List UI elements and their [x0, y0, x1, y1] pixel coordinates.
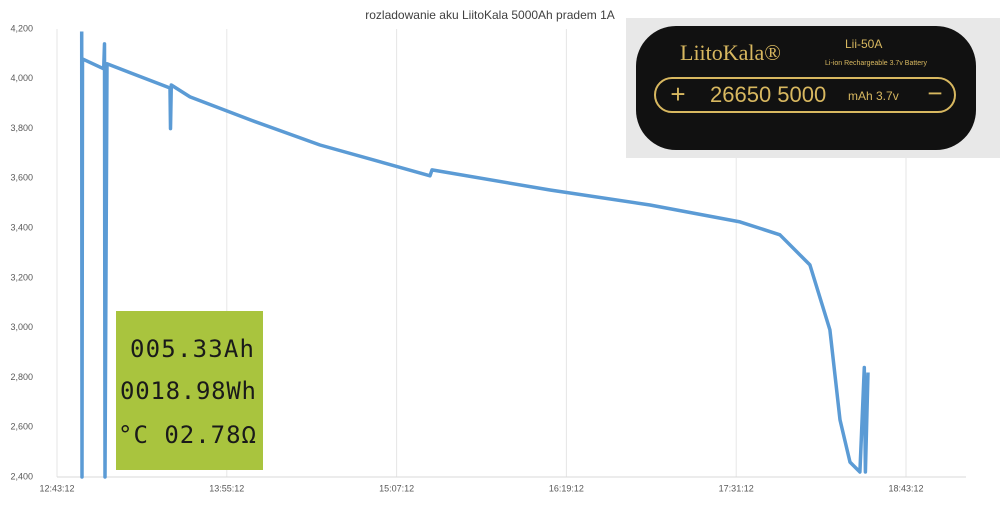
battery-band: [654, 77, 956, 113]
battery-model: Lii-50A: [845, 37, 882, 51]
lcd-photo: 005.33Ah 0018.98Wh °C 02.78Ω: [116, 311, 263, 470]
lcd-line: 005.33Ah: [130, 335, 254, 363]
battery-body: [636, 26, 976, 150]
battery-rating: mAh 3.7v: [848, 89, 899, 103]
y-tick-label: 3,000: [10, 322, 33, 332]
y-tick-label: 3,600: [10, 173, 33, 183]
y-tick-label: 4,200: [10, 23, 33, 33]
data-line: [79, 31, 870, 479]
y-tick-label: 2,800: [10, 372, 33, 382]
y-tick-label: 2,400: [10, 471, 33, 481]
lcd-line: 0018.98Wh: [120, 377, 256, 405]
plus-sign: +: [670, 79, 685, 109]
y-tick-label: 3,800: [10, 123, 33, 133]
battery-size: 26650 5000: [710, 82, 826, 107]
battery-brand: LiitoKala®: [680, 40, 781, 65]
minus-sign: −: [927, 78, 942, 108]
battery-photo: LiitoKala® Lii-50A Li-ion Rechargeable 3…: [626, 18, 1000, 158]
x-tick-label: 12:43:12: [39, 483, 74, 493]
battery-type: Li-ion Rechargeable 3.7v Battery: [825, 60, 927, 67]
y-tick-label: 4,000: [10, 73, 33, 83]
x-tick-label: 17:31:12: [719, 483, 754, 493]
x-tick-label: 13:55:12: [209, 483, 244, 493]
chart-title: rozladowanie aku LiitoKala 5000Ah pradem…: [365, 8, 615, 22]
y-tick-label: 2,600: [10, 422, 33, 432]
y-tick-label: 3,400: [10, 222, 33, 232]
y-tick-label: 3,200: [10, 272, 33, 282]
x-tick-label: 16:19:12: [549, 483, 584, 493]
x-tick-label: 18:43:12: [888, 483, 923, 493]
lcd-line: °C 02.78Ω: [118, 421, 256, 449]
lcd-background: [116, 311, 263, 470]
x-tick-label: 15:07:12: [379, 483, 414, 493]
